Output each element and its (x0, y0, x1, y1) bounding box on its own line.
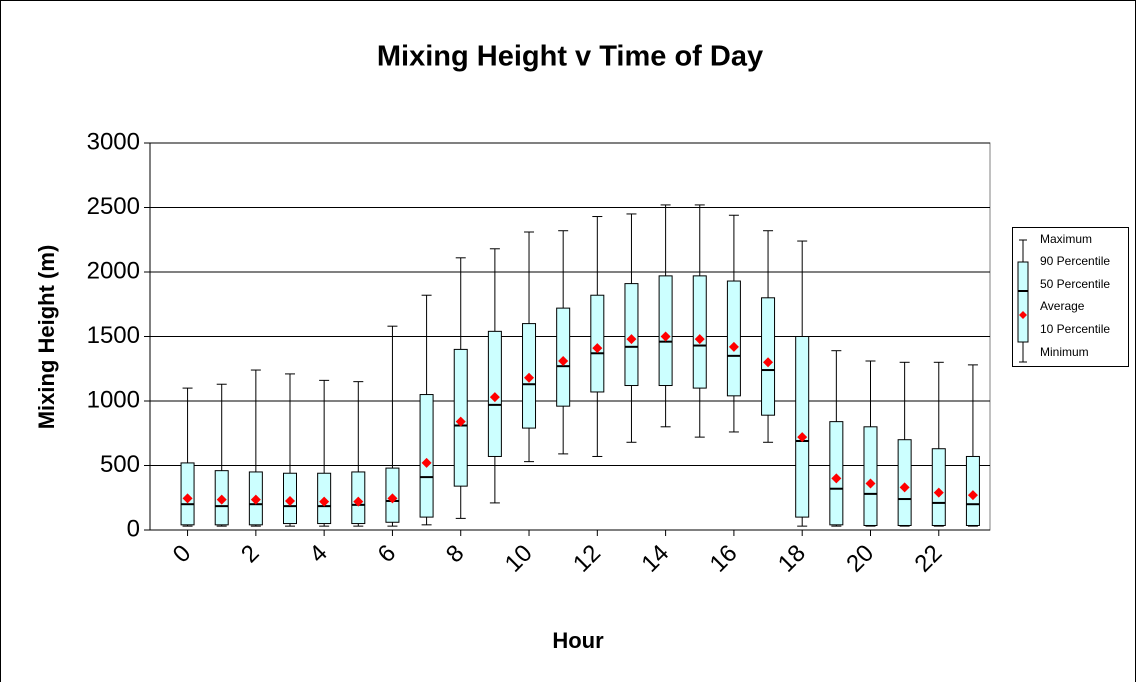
chart-title: Mixing Height v Time of Day (377, 41, 763, 73)
average-marker (660, 331, 671, 342)
legend-label: 50 Percentile (1040, 277, 1110, 291)
average-marker (455, 416, 466, 427)
legend-label: 10 Percentile (1040, 322, 1110, 336)
y-axis-label: Mixing Height (m) (34, 245, 59, 430)
average-marker (933, 487, 944, 498)
average-marker (319, 496, 330, 507)
average-marker (797, 432, 808, 443)
legend-box (1017, 261, 1029, 343)
average-marker (831, 473, 842, 484)
average-marker (387, 493, 398, 504)
average-marker (353, 496, 364, 507)
y-tick-label: 0 (127, 515, 140, 542)
box (863, 426, 878, 526)
average-marker (865, 478, 876, 489)
box (419, 394, 434, 518)
box (829, 421, 844, 526)
y-tick-label: 2000 (87, 257, 140, 284)
average-marker (728, 341, 739, 352)
y-tick-label: 1500 (87, 322, 140, 349)
box (726, 280, 741, 397)
legend-label: Maximum (1040, 232, 1092, 246)
average-marker (216, 494, 227, 505)
average-marker (694, 334, 705, 345)
box (658, 275, 673, 387)
y-tick-label: 500 (100, 451, 140, 478)
average-marker (250, 494, 261, 505)
legend-average (1019, 311, 1027, 319)
average-marker (421, 457, 432, 468)
average-marker (967, 490, 978, 501)
box (795, 336, 810, 518)
legend-frame (1012, 227, 1129, 367)
legend-label: Minimum (1040, 345, 1089, 359)
average-marker (285, 495, 295, 506)
average-marker (182, 493, 193, 504)
legend-label: 90 Percentile (1040, 254, 1110, 268)
x-axis-label: Hour (552, 628, 604, 653)
y-tick-label: 2500 (87, 193, 140, 220)
y-tick-label: 1000 (87, 386, 140, 413)
average-marker (626, 334, 637, 345)
y-tick-label: 3000 (87, 128, 140, 155)
box (761, 297, 776, 416)
box (692, 275, 707, 389)
average-marker (524, 372, 535, 383)
box (931, 448, 946, 526)
average-marker (558, 356, 569, 367)
legend-label: Average (1040, 299, 1085, 313)
average-marker (489, 392, 500, 403)
average-marker (899, 482, 910, 493)
average-marker (763, 357, 774, 368)
average-marker (592, 343, 603, 354)
